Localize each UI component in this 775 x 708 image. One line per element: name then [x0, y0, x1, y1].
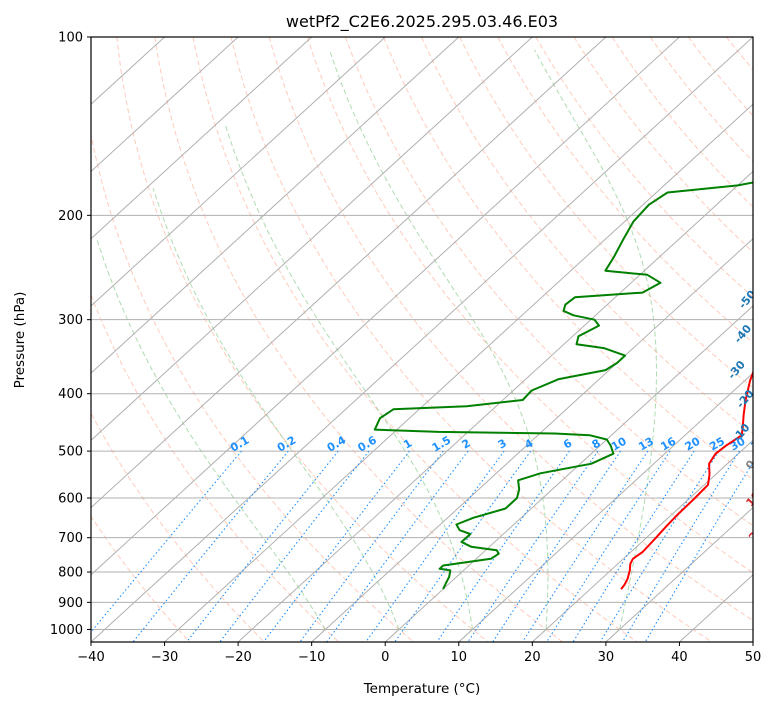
mixing-ratio-line — [219, 450, 370, 642]
isotherm — [531, 439, 753, 642]
x-tick-label: 20 — [524, 650, 541, 665]
y-tick-label: 600 — [58, 492, 83, 507]
dry-adiabat — [535, 37, 753, 298]
isotherm — [605, 506, 753, 642]
isotherm — [91, 37, 460, 374]
isotherm — [384, 305, 753, 642]
isotherm — [91, 37, 680, 576]
dry-adiabat — [649, 37, 753, 163]
dry-adiabat — [230, 37, 713, 642]
x-tick-label: −40 — [77, 650, 104, 665]
dry-adiabats — [91, 37, 753, 642]
dry-adiabat — [383, 37, 753, 481]
mixing-ratio-line — [492, 450, 622, 642]
x-tick-label: 50 — [745, 650, 762, 665]
sounding-profiles — [373, 181, 753, 590]
mixing-ratio-line — [622, 450, 740, 642]
mixing-ratio-line — [599, 450, 720, 642]
y-tick-label: 800 — [58, 566, 83, 581]
isotherm — [91, 37, 753, 642]
mixing-ratio-line — [467, 450, 599, 642]
chart-title: wetPf2_C2E6.2025.295.03.46.E03 — [286, 12, 558, 32]
x-tick-label: 0 — [381, 650, 389, 665]
dry-adiabat — [91, 293, 340, 642]
isotherm — [237, 170, 753, 642]
isobar-grid — [91, 37, 753, 630]
moist-adiabat — [152, 188, 400, 630]
x-tick-label: 40 — [671, 650, 688, 665]
axis-ticks: −40 −30 −20 −10 0 10 20 30 40 5010020030040050060… — [50, 31, 761, 666]
x-tick-label: −20 — [224, 650, 251, 665]
y-tick-label: 900 — [58, 596, 83, 611]
isotherm — [91, 37, 386, 307]
y-tick-label: 400 — [58, 387, 83, 402]
y-tick-label: 200 — [58, 209, 83, 224]
mixing-ratio-line — [644, 461, 753, 642]
y-tick-label: 100 — [58, 31, 83, 46]
isotherm — [91, 37, 313, 240]
dry-adiabat — [344, 37, 753, 527]
x-tick-label: 30 — [598, 650, 615, 665]
mixing-ratio-line — [436, 450, 570, 642]
mixing-ratio-line — [91, 450, 242, 633]
mixing-ratio-line — [522, 450, 649, 642]
dry-adiabat — [573, 37, 753, 253]
dry-adiabat — [421, 37, 753, 435]
dry-adiabat — [192, 37, 638, 642]
adiabat-label: 20 — [746, 523, 766, 543]
dry-adiabat — [116, 37, 489, 642]
x-axis-label: Temperature (°C) — [363, 681, 481, 697]
dry-adiabat — [91, 131, 414, 642]
moist-adiabat — [533, 49, 657, 630]
y-tick-label: 700 — [58, 531, 83, 546]
dry-adiabat — [306, 37, 753, 574]
x-tick-label: −30 — [151, 650, 178, 665]
isotherm — [91, 37, 533, 442]
mixing-ratio-line — [326, 450, 469, 642]
y-axis-label: Pressure (hPa) — [12, 292, 28, 389]
isotherm — [458, 372, 753, 642]
x-tick-label: 10 — [451, 650, 468, 665]
x-tick-label: −10 — [298, 650, 325, 665]
isotherm — [311, 237, 753, 642]
mixing-ratio-line — [299, 450, 444, 642]
moist-adiabat — [328, 49, 549, 630]
dewpoint-profile — [373, 181, 753, 590]
moist-adiabat — [96, 239, 326, 630]
mixing-ratio-label: 36 — [748, 434, 768, 453]
dry-adiabat — [154, 37, 563, 642]
dry-adiabat — [91, 515, 191, 642]
y-tick-label: 1000 — [50, 623, 83, 638]
y-tick-label: 500 — [58, 445, 83, 460]
adiabat-label: 10 — [743, 489, 763, 509]
dry-adiabat — [91, 412, 265, 642]
y-tick-label: 300 — [58, 313, 83, 328]
mixing-ratio-line — [132, 450, 289, 642]
adiabat-label: 0 — [743, 457, 758, 471]
isotherm-grid — [91, 37, 753, 642]
isotherm — [91, 37, 239, 173]
plot-frame — [90, 36, 754, 643]
temperature-profile — [620, 369, 753, 590]
isotherm — [91, 37, 607, 509]
mixing-ratio-line — [186, 450, 339, 642]
moist-adiabat — [224, 123, 473, 630]
dry-adiabat — [268, 37, 753, 622]
isotherm — [164, 103, 753, 642]
